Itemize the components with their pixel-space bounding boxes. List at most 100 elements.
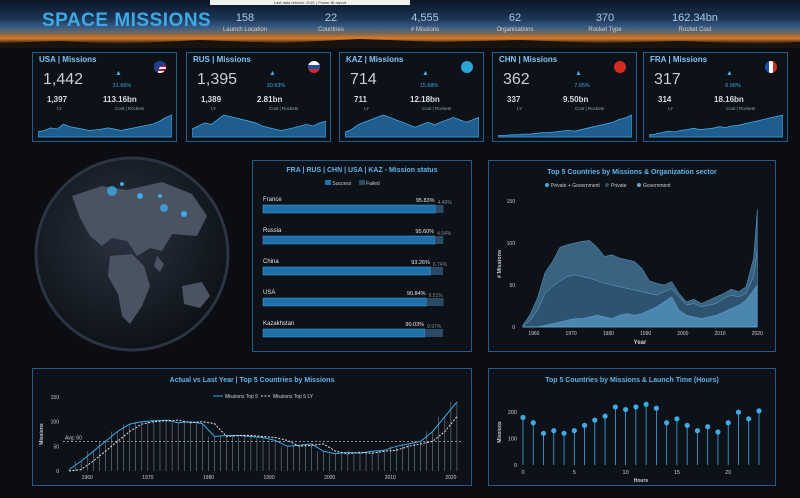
continent-africa (108, 254, 150, 324)
lollipop-point[interactable] (530, 420, 536, 426)
map-point[interactable] (120, 182, 124, 186)
area-series[interactable] (522, 284, 758, 328)
status-failed-label: 6.74% (433, 262, 448, 268)
globe-map[interactable] (32, 156, 232, 352)
line-y-label: Missions (39, 423, 45, 445)
lollipop-point[interactable] (561, 430, 567, 436)
card-ly-value: 711 (354, 95, 367, 104)
line-legend-label: Missions Top 5 LY (273, 394, 314, 400)
line-x-tick: 1980 (203, 475, 214, 481)
kpi-card[interactable]: KAZ | Missions 714 ▲ 15.68% 711 12.18bn LY Cost… (339, 52, 484, 142)
line-x-tick: 2000 (324, 475, 335, 481)
lollipop-point[interactable] (694, 428, 701, 434)
header-stat-label: Organisations (496, 27, 534, 33)
status-success-label: 90.84% (407, 291, 426, 297)
lollipop-point[interactable] (684, 422, 690, 428)
card-change: 6.96% (725, 83, 741, 89)
mission-status-chart[interactable]: France 95.83% 4.49% Russia 95.60% 4.54% China 9… (253, 161, 473, 353)
header-stat-value: 4,555 (411, 12, 439, 24)
status-success-bar[interactable] (262, 235, 436, 245)
lollipop-point[interactable] (715, 429, 721, 435)
line-series[interactable] (68, 401, 458, 470)
lollipop-point[interactable] (756, 408, 762, 414)
area-y-tick: 150 (507, 199, 516, 205)
org-sector-chart[interactable]: Private + Government Private Government 0 50… (489, 161, 777, 353)
mountain-ridge (0, 39, 800, 48)
header-stat-value: 162.34bn (672, 12, 718, 24)
status-failed-bar[interactable] (430, 267, 443, 275)
lollipop-point[interactable] (653, 405, 659, 411)
lollipop-point[interactable] (612, 404, 618, 410)
lollipop-point[interactable] (705, 424, 711, 430)
line-y-tick: 0 (56, 469, 59, 475)
card-cost-label: Cost | Rockets (269, 106, 299, 111)
lollipop-point[interactable] (540, 430, 547, 436)
launch-time-title: Top 5 Countries by Missions & Launch Tim… (545, 377, 719, 384)
card-ly-value: 1,389 (201, 95, 222, 104)
map-point[interactable] (160, 204, 168, 212)
lollipop-point[interactable] (674, 416, 680, 422)
map-point[interactable] (181, 211, 187, 217)
lollipop-point[interactable] (664, 420, 670, 426)
header-note: Last data refresh: 2021 | Power BI repor… (210, 0, 410, 5)
kpi-card[interactable]: RUS | Missions 1,395 ▲ 30.63% 1,389 2.81bn LY C… (186, 52, 331, 142)
kpi-card[interactable]: FRA | Missions 317 ▲ 6.96% 314 18.16bn LY Cost … (643, 52, 788, 142)
china-flag-icon (614, 61, 626, 73)
line-series[interactable] (69, 416, 458, 472)
continent-australia (182, 282, 210, 308)
lollipop-point[interactable] (581, 422, 588, 428)
status-success-bar[interactable] (262, 266, 432, 276)
lollipop-y-tick: 0 (514, 463, 517, 469)
line-y-tick: 100 (51, 420, 60, 426)
lollipop-point[interactable] (623, 406, 629, 413)
map-point[interactable] (137, 193, 143, 199)
page-title: SPACE MISSIONS (42, 10, 212, 31)
status-success-bar[interactable] (262, 328, 426, 338)
lollipop-point[interactable] (735, 409, 742, 415)
lollipop-point[interactable] (520, 414, 526, 421)
lollipop-point[interactable] (571, 428, 577, 434)
lollipop-x-tick: 15 (674, 470, 680, 476)
status-failed-bar[interactable] (426, 298, 444, 306)
status-failed-bar[interactable] (435, 205, 444, 213)
header-stat: 22 Countries (286, 12, 376, 33)
lollipop-point[interactable] (602, 413, 608, 419)
lollipop-point[interactable] (592, 417, 598, 423)
header-stat: 370 Rocket Type (560, 12, 650, 33)
lollipop-point[interactable] (633, 404, 639, 410)
lollipop-point[interactable] (746, 416, 752, 422)
map-point[interactable] (158, 194, 162, 198)
area-legend-label: Private (611, 183, 627, 189)
actual-vs-ly-chart[interactable]: Missions Top 5 Missions Top 5 LY Avg: 60 0 5… (33, 369, 473, 487)
card-title: CHN | Missions (499, 55, 558, 64)
launch-time-chart[interactable]: 0 100 200 0 5 10 15 20 Hours Missions (489, 369, 777, 487)
kpi-card[interactable]: CHN | Missions 362 ▲ 7.95% 337 9.50bn LY Cost |… (492, 52, 637, 142)
card-ly-label: LY (364, 106, 370, 111)
lollipop-y-tick: 100 (508, 437, 517, 443)
card-ly-label: LY (668, 106, 674, 111)
area-series[interactable] (522, 251, 758, 328)
status-failed-bar[interactable] (435, 236, 444, 244)
card-sparkline (498, 114, 632, 138)
header-stat-label: Countries (318, 27, 344, 33)
header-stat: 162.34bn Rocket Cost (650, 12, 740, 33)
status-category-label: USA (263, 290, 275, 296)
lollipop-point[interactable] (725, 420, 731, 426)
lollipop-point[interactable] (551, 428, 557, 434)
card-change: 15.68% (419, 83, 439, 89)
up-arrow-icon: ▲ (575, 70, 582, 77)
card-title: FRA | Missions (650, 55, 708, 64)
status-success-bar[interactable] (262, 204, 436, 214)
area-y-tick: 100 (507, 241, 516, 247)
area-legend-label: Government (643, 183, 671, 189)
card-cost-value: 113.16bn (103, 95, 137, 104)
header-stat-value: 158 (235, 12, 255, 24)
lollipop-point[interactable] (643, 401, 649, 407)
status-success-bar[interactable] (262, 297, 427, 307)
kpi-card[interactable]: USA | Missions 1,442 ▲ 31.66% 1,397 113.16bn L… (32, 52, 177, 142)
status-failed-bar[interactable] (425, 329, 443, 337)
map-point[interactable] (107, 186, 117, 196)
card-cost-value: 18.16bn (714, 95, 744, 104)
header-stat-value: 370 (595, 12, 615, 24)
card-change: 31.66% (112, 83, 132, 89)
